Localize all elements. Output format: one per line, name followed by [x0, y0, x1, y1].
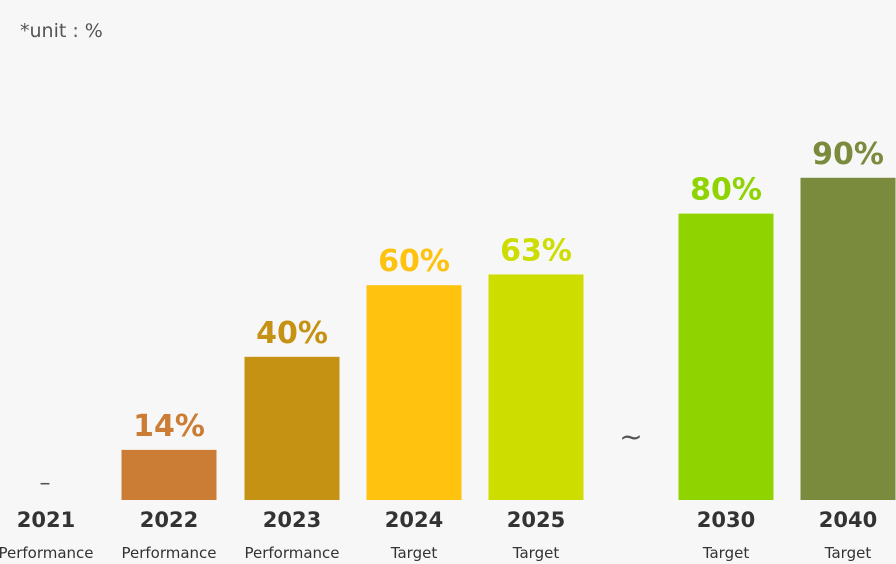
axis-break-symbol: ~	[619, 420, 642, 453]
value-label-2040: 90%	[812, 137, 884, 172]
x-subcategory-label-2040: Target	[824, 544, 872, 562]
value-label-2021: –	[40, 471, 51, 496]
value-label-2022: 14%	[133, 409, 205, 444]
unit-note: *unit : %	[20, 20, 103, 42]
x-tick-label-2022: 2022	[140, 508, 198, 532]
value-labels-group: – 14% 40% 60% 63% 80% 90%	[40, 137, 884, 496]
x-tick-label-2025: 2025	[507, 508, 565, 532]
value-label-2025: 63%	[500, 233, 572, 268]
x-subcategory-label-2021: Performance	[0, 544, 94, 562]
x-subcategory-label-2022: Performance	[121, 544, 216, 562]
x-subcategory-label-2024: Target	[390, 544, 438, 562]
bar-2040	[800, 177, 896, 501]
bar-2022	[121, 449, 217, 500]
x-tick-label-2040: 2040	[819, 508, 877, 532]
bar-2024	[366, 285, 462, 500]
value-label-2030: 80%	[690, 173, 762, 208]
x-axis-labels: 2021 Performance 2022 Performance 2023 Perfor…	[0, 508, 877, 562]
x-subcategory-label-2025: Target	[512, 544, 560, 562]
bar-2025	[488, 274, 584, 500]
x-tick-label-2024: 2024	[385, 508, 443, 532]
bar-2030	[678, 213, 774, 500]
x-subcategory-label-2030: Target	[702, 544, 750, 562]
bar-2023	[244, 356, 340, 500]
x-tick-label-2021: 2021	[17, 508, 75, 532]
x-tick-label-2030: 2030	[697, 508, 755, 532]
x-subcategory-label-2023: Performance	[244, 544, 339, 562]
x-tick-label-2023: 2023	[263, 508, 321, 532]
value-label-2023: 40%	[256, 316, 328, 351]
value-label-2024: 60%	[378, 244, 450, 279]
bars-group	[121, 177, 896, 501]
